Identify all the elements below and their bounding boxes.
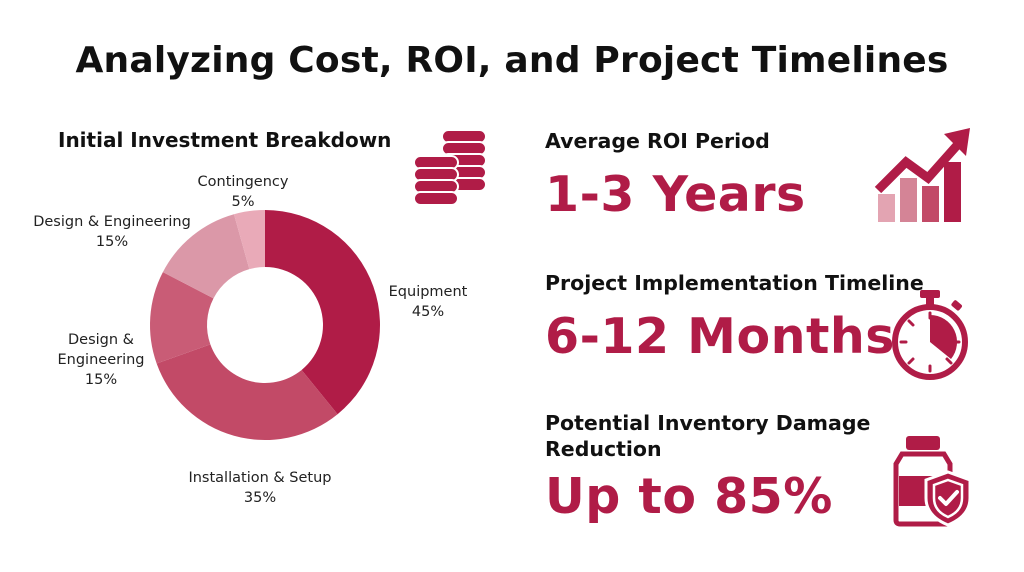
- coin-stack-icon: [413, 129, 487, 206]
- chart-title: Initial Investment Breakdown: [58, 128, 392, 152]
- label-equipment-name: Equipment: [388, 284, 468, 300]
- page-title: Analyzing Cost, ROI, and Project Timelin…: [75, 40, 949, 81]
- label-installation: Installation & Setup 35%: [170, 468, 350, 508]
- label-installation-value: 35%: [243, 490, 277, 506]
- label-design-left-name: Design & Engineering: [57, 332, 145, 368]
- label-contingency-name: Contingency: [197, 174, 289, 190]
- timeline-title: Project Implementation Timeline: [545, 271, 924, 295]
- roi-period-value: 1-3 Years: [545, 166, 806, 223]
- label-contingency: Contingency 5%: [188, 172, 298, 212]
- slice-design-left: [150, 272, 214, 364]
- stopwatch-icon: [892, 290, 968, 380]
- label-design-top: Design & Engineering 15%: [22, 212, 202, 252]
- damage-reduction-title-text: Potential Inventory Damage Reduction: [545, 411, 871, 461]
- roi-period-title: Average ROI Period: [545, 129, 770, 153]
- slice-equipment: [265, 210, 380, 415]
- label-design-top-name: Design & Engineering: [33, 214, 191, 230]
- damage-reduction-title: Potential Inventory Damage Reduction: [545, 410, 875, 462]
- label-equipment: Equipment 45%: [378, 282, 478, 322]
- label-installation-name: Installation & Setup: [188, 470, 332, 486]
- growth-chart-icon: [874, 128, 970, 222]
- damage-reduction-value: Up to 85%: [545, 468, 833, 525]
- donut-chart: [150, 210, 380, 440]
- slice-installation: [156, 344, 338, 440]
- slice-design-top: [162, 214, 250, 299]
- label-design-left: Design & Engineering 15%: [46, 330, 156, 390]
- label-design-top-value: 15%: [95, 234, 129, 250]
- label-contingency-value: 5%: [231, 194, 255, 210]
- protected-jar-icon: [893, 436, 972, 527]
- slice-contingency: [233, 210, 265, 270]
- label-equipment-value: 45%: [411, 304, 445, 320]
- timeline-value: 6-12 Months: [545, 308, 895, 365]
- label-design-left-value: 15%: [84, 372, 118, 388]
